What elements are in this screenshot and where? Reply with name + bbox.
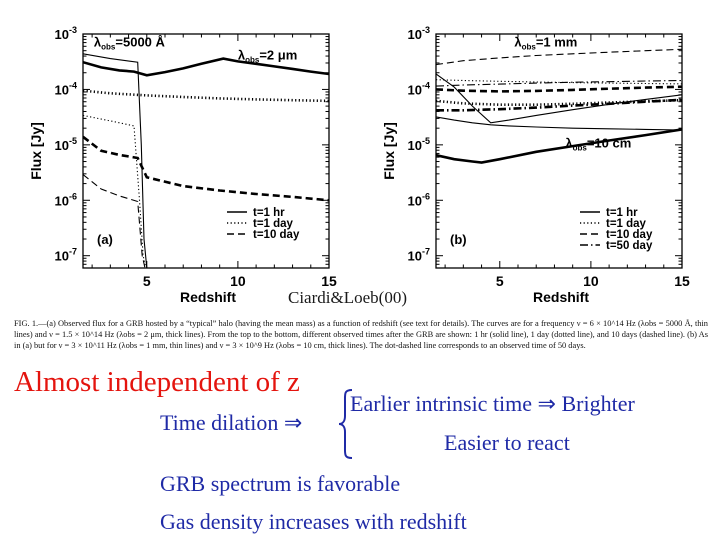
y-tick-base: 10	[408, 138, 422, 153]
y-tick-exponent: -4	[69, 80, 77, 90]
y-tick-label: 10-4	[408, 80, 430, 97]
gas-density-text: Gas density increases with redshift	[160, 509, 467, 534]
y-tick-label: 10-5	[55, 136, 77, 153]
series-line-dotted-thick	[436, 98, 682, 106]
y-tick-exponent: -3	[69, 25, 77, 35]
headline: Almost independent of z	[14, 366, 300, 398]
y-tick-base: 10	[408, 249, 422, 264]
y-tick-base: 10	[55, 249, 69, 264]
easier-react-text: Easier to react	[444, 430, 570, 455]
legend-label: t=10 day	[253, 229, 300, 241]
lambda-subscript: obs	[101, 42, 116, 51]
y-axis-label: Flux [Jy]	[381, 122, 397, 180]
y-tick-base: 10	[408, 27, 422, 42]
y-tick-label: 10-6	[408, 191, 430, 208]
y-tick-exponent: -5	[69, 136, 77, 146]
series-line-dashdot-thick	[436, 98, 682, 112]
panel-label: (a)	[97, 232, 113, 247]
series-line-solid-thick	[83, 57, 329, 77]
y-tick-label: 10-3	[55, 25, 77, 42]
y-tick-exponent: -3	[422, 25, 430, 35]
y-tick-base: 10	[55, 27, 69, 42]
x-tick-label: 5	[143, 273, 151, 289]
legend-label: t=50 day	[606, 240, 653, 252]
y-tick-label: 10-3	[408, 25, 430, 42]
wavelength-value: =1 mm	[536, 34, 578, 49]
lambda-symbol: λ	[565, 135, 573, 150]
earlier-time-text: Earlier intrinsic time ⇒ Brighter	[350, 391, 635, 416]
wavelength-annotation: λobs=2 μm	[238, 47, 297, 64]
y-tick-base: 10	[55, 193, 69, 208]
x-axis-label: Redshift	[180, 289, 236, 305]
spectrum-text: GRB spectrum is favorable	[160, 471, 401, 496]
plot-frame	[82, 33, 330, 269]
y-axis-label: Flux [Jy]	[28, 122, 44, 180]
panel-label: (b)	[450, 232, 467, 247]
credit-name: Ciardi&Loeb	[288, 288, 379, 307]
wavelength-annotation: λobs=1 mm	[514, 34, 577, 51]
lambda-subscript: obs	[522, 42, 537, 51]
lambda-subscript: obs	[245, 55, 260, 64]
series-line-dashed-thin	[83, 174, 146, 268]
series-line-dotted-thin	[83, 114, 147, 268]
legend-label: t=1 hr	[253, 207, 285, 219]
curly-brace-icon	[338, 389, 353, 459]
x-tick-label: 10	[583, 273, 599, 289]
x-tick-label: 5	[496, 273, 504, 289]
wavelength-annotation: λobs=5000 Å	[94, 34, 166, 51]
y-tick-exponent: -5	[422, 136, 430, 146]
figure-credit: Ciardi&Loeb(00)	[288, 288, 407, 308]
wavelength-value: =2 μm	[259, 47, 297, 62]
y-tick-base: 10	[55, 138, 69, 153]
lambda-symbol: λ	[238, 47, 246, 62]
series-line-solid-thick	[436, 128, 682, 164]
wavelength-value: =10 cm	[587, 135, 631, 150]
lambda-symbol: λ	[514, 34, 522, 49]
series-line-dotted-thick	[83, 89, 329, 103]
y-tick-exponent: -6	[422, 191, 430, 201]
series-line-dashed-thick	[436, 85, 682, 93]
y-tick-base: 10	[408, 193, 422, 208]
y-tick-exponent: -6	[69, 191, 77, 201]
y-tick-label: 10-5	[408, 136, 430, 153]
time-dilation-label: Time dilation ⇒	[160, 410, 303, 435]
legend-label: t=1 day	[606, 218, 647, 230]
y-tick-exponent: -4	[422, 80, 430, 90]
series-line-solid-thin	[83, 53, 148, 268]
legend-label: t=1 day	[253, 218, 294, 230]
x-axis-label: Redshift	[533, 289, 589, 305]
x-tick-label: 15	[321, 273, 337, 289]
lambda-symbol: λ	[94, 34, 102, 49]
series-line-dashdot-thin	[436, 79, 682, 87]
series-line-solid-thin	[436, 116, 682, 131]
y-tick-label: 10-7	[408, 247, 430, 264]
y-tick-base: 10	[55, 82, 69, 97]
figure-caption: FIG. 1.—(a) Observed flux for a GRB host…	[14, 319, 708, 351]
credit-year: (00)	[378, 288, 407, 307]
legend-label: t=10 day	[606, 229, 653, 241]
y-tick-label: 10-4	[55, 80, 77, 97]
lambda-subscript: obs	[573, 143, 588, 152]
y-tick-exponent: -7	[422, 247, 430, 257]
series-line-dashed-thick	[83, 135, 329, 202]
y-tick-label: 10-6	[55, 191, 77, 208]
x-tick-label: 15	[674, 273, 690, 289]
plot-frame	[435, 33, 683, 269]
y-tick-exponent: -7	[69, 247, 77, 257]
y-tick-base: 10	[408, 82, 422, 97]
series-line-dotted-thin	[436, 79, 682, 85]
wavelength-annotation: λobs=10 cm	[565, 135, 631, 152]
wavelength-value: =5000 Å	[115, 34, 165, 49]
x-tick-label: 10	[230, 273, 246, 289]
series-line-dashed-thin	[436, 48, 682, 66]
legend-label: t=1 hr	[606, 207, 638, 219]
y-tick-label: 10-7	[55, 247, 77, 264]
